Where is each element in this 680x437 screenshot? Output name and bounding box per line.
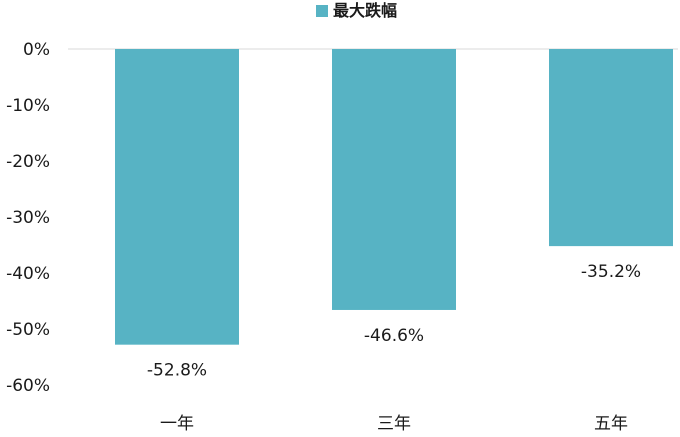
y-tick-label: -20% <box>6 152 50 172</box>
x-category-label: 三年 <box>377 414 411 434</box>
bar-2 <box>332 49 456 310</box>
y-tick-label: -50% <box>6 320 50 340</box>
data-label: -52.8% <box>147 361 207 381</box>
y-tick-label: -30% <box>6 208 50 228</box>
bar-3 <box>549 49 673 247</box>
data-label: -46.6% <box>364 326 424 346</box>
y-tick-label: -10% <box>6 96 50 116</box>
legend: 最大跌幅 <box>316 0 397 22</box>
legend-swatch <box>316 5 328 17</box>
x-category-label: 五年 <box>594 414 628 434</box>
y-tick-label: 0% <box>23 40 50 60</box>
data-label: -35.2% <box>581 262 641 282</box>
bar-1 <box>115 49 239 345</box>
y-tick-label: -40% <box>6 264 50 284</box>
y-tick-label: -60% <box>6 376 50 396</box>
legend-label: 最大跌幅 <box>333 1 398 20</box>
x-category-label: 一年 <box>160 414 194 434</box>
